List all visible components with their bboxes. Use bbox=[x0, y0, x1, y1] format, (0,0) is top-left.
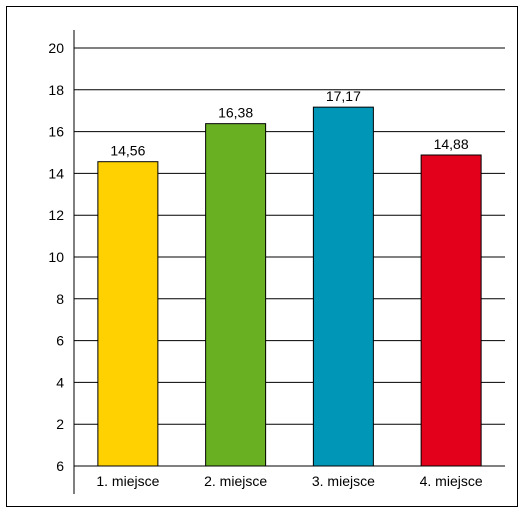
bar-3 bbox=[312, 106, 374, 467]
data-labels: 14,56 16,38 17,17 14,88 bbox=[110, 88, 468, 159]
data-label: 14,56 bbox=[110, 143, 145, 159]
y-tick-label: 12 bbox=[48, 207, 64, 223]
x-category-label: 3. miejsce bbox=[312, 473, 375, 489]
y-tick-label: 6 bbox=[56, 458, 64, 474]
x-category-label: 2. miejsce bbox=[204, 473, 267, 489]
y-tick-label: 10 bbox=[48, 249, 64, 265]
y-tick-label: 6 bbox=[56, 333, 64, 349]
data-label: 16,38 bbox=[218, 105, 253, 121]
y-tick-label: 16 bbox=[48, 124, 64, 140]
data-label: 14,88 bbox=[434, 136, 469, 152]
y-tick-label: 20 bbox=[48, 40, 64, 56]
x-category-labels: 1. miejsce 2. miejsce 3. miejsce 4. miejsce bbox=[96, 473, 482, 489]
y-tick-labels: 6 2 4 6 8 10 12 14 16 18 20 bbox=[48, 40, 64, 474]
x-category-label: 1. miejsce bbox=[96, 473, 159, 489]
bar-1 bbox=[97, 161, 159, 467]
y-tick-label: 4 bbox=[56, 374, 64, 390]
x-category-label: 4. miejsce bbox=[420, 473, 483, 489]
y-tick-label: 8 bbox=[56, 291, 64, 307]
y-tick-label: 18 bbox=[48, 82, 64, 98]
bars bbox=[97, 106, 482, 467]
data-label: 17,17 bbox=[326, 88, 361, 104]
y-tick-label: 14 bbox=[48, 165, 64, 181]
y-tick-label: 2 bbox=[56, 416, 64, 432]
bar-4 bbox=[420, 154, 482, 467]
bar-2 bbox=[205, 123, 267, 467]
